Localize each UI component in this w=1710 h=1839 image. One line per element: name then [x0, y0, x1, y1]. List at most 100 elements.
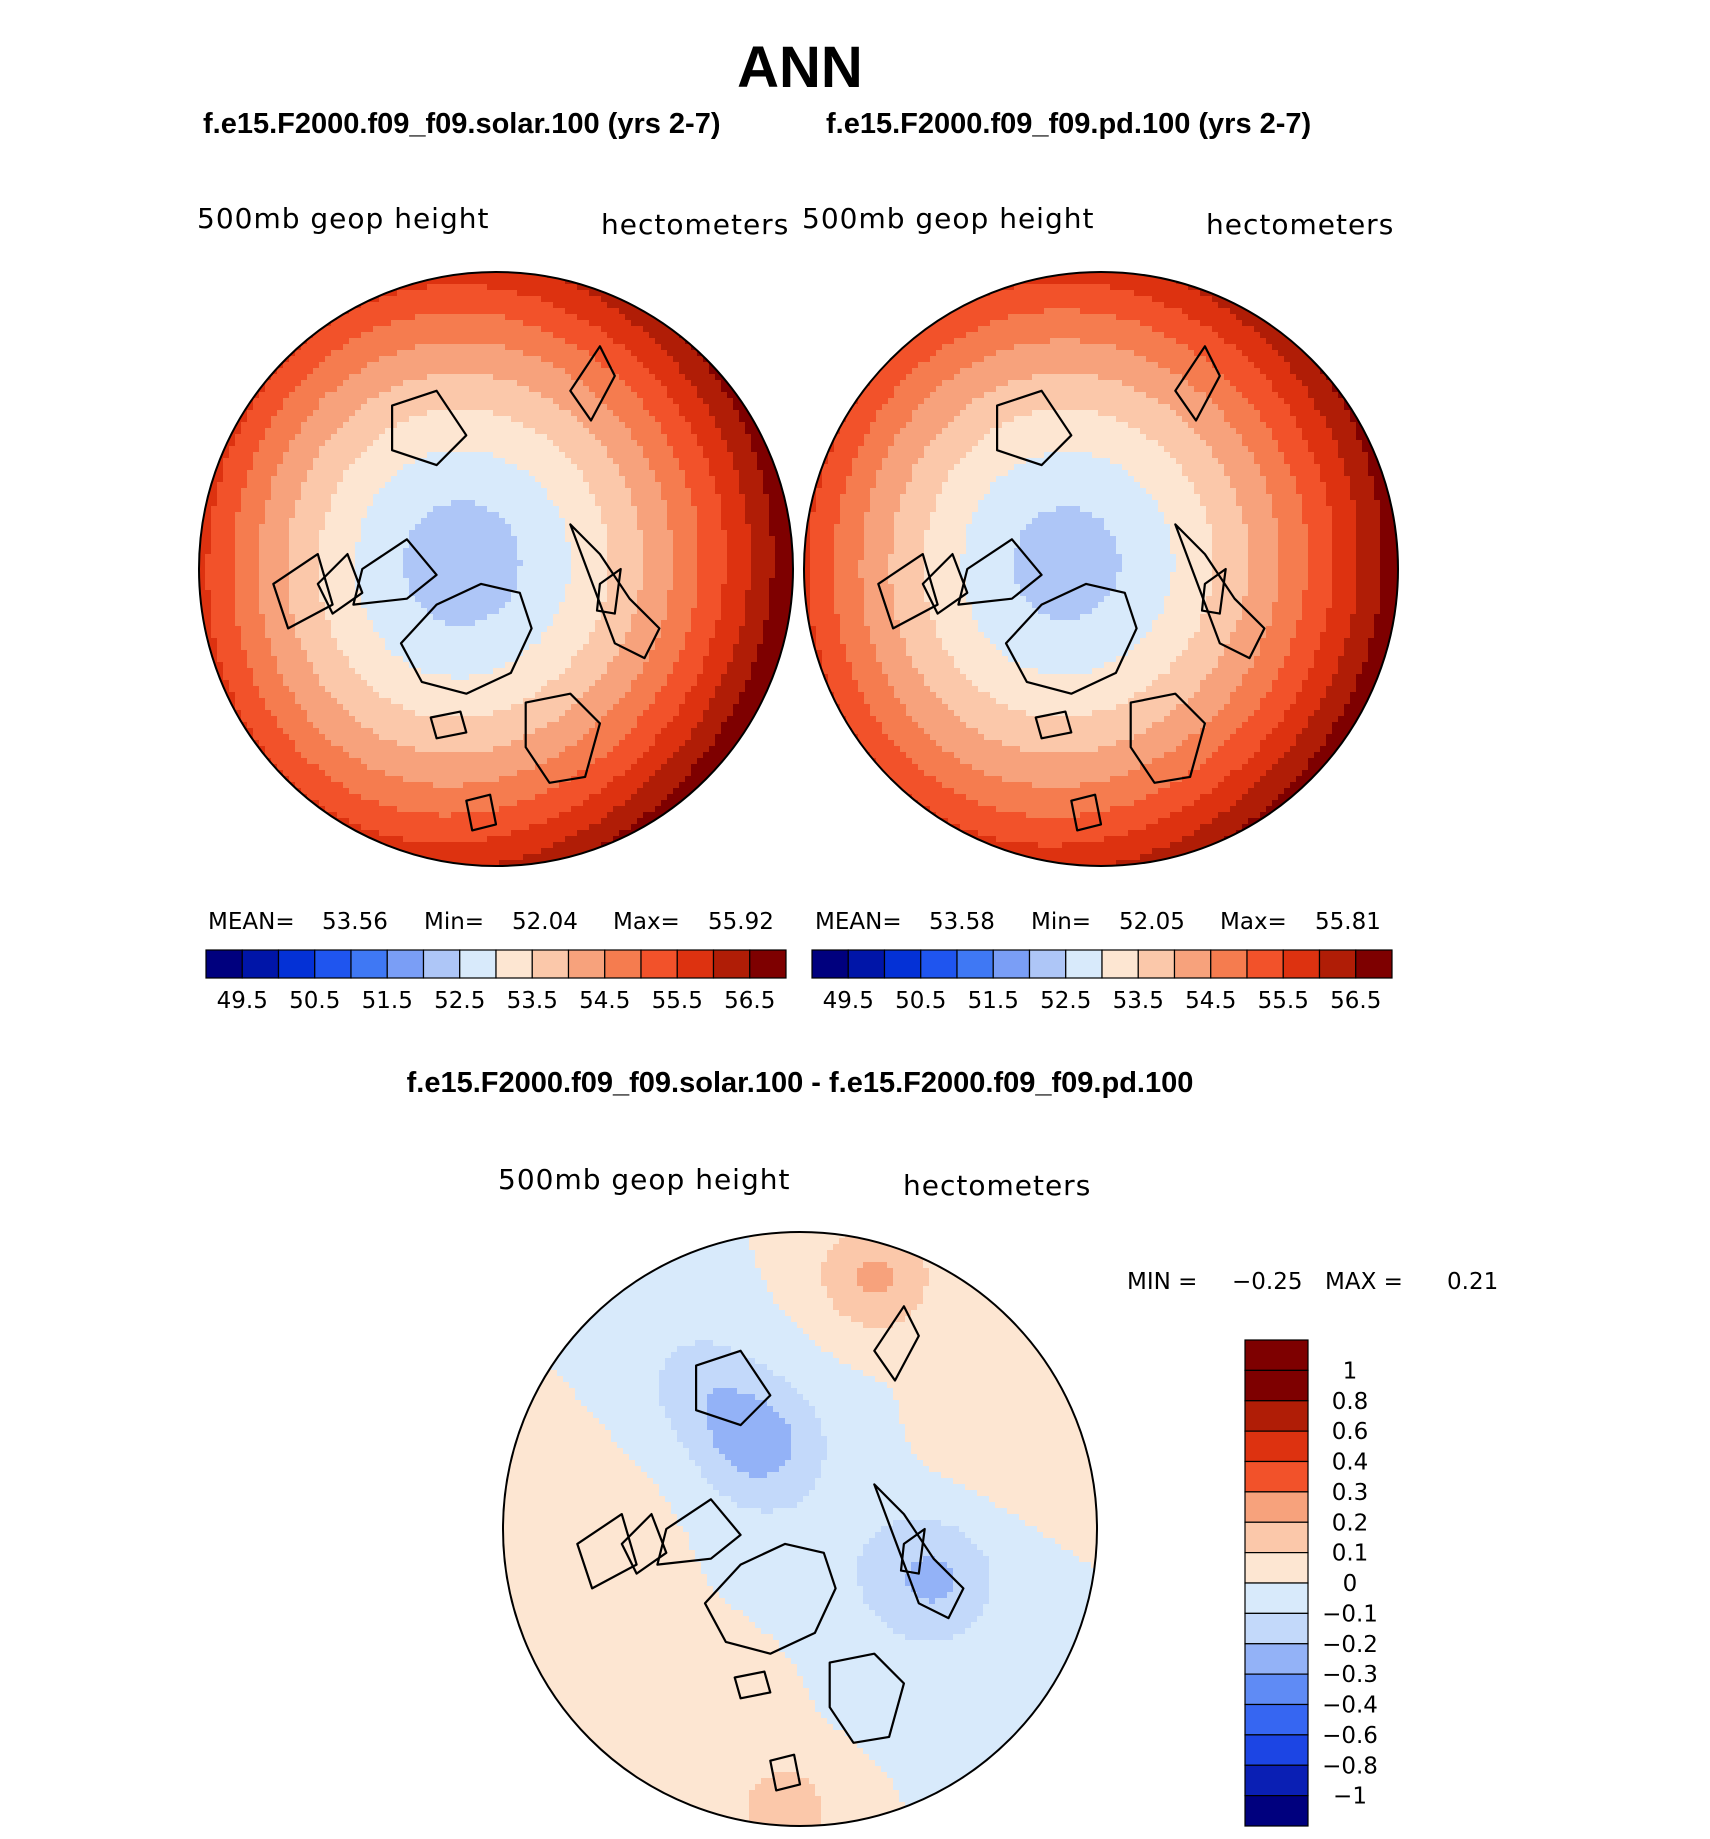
difference-title: f.e15.F2000.f09_f09.solar.100 - f.e15.F2… [0, 1067, 1600, 1100]
colorbar-tick-label: 55.5 [1258, 988, 1309, 1014]
panel1-case-title: f.e15.F2000.f09_f09.solar.100 (yrs 2-7) [203, 108, 721, 141]
colorbar-tick-label: −0.6 [1322, 1723, 1378, 1749]
colorbar-box [314, 949, 352, 979]
colorbar-tick-label: −0.1 [1322, 1601, 1378, 1627]
panel2-colorbar: 49.5 50.5 51.5 52.5 53.5 54.5 55.5 56.5 [811, 949, 1393, 1014]
colorbar-tick-label: 54.5 [579, 988, 630, 1014]
colorbar-box [531, 949, 570, 979]
colorbar-box [1244, 1582, 1309, 1614]
panel2-variable-label: 500mb geop height [802, 202, 1094, 235]
colorbar-tick-label: 52.5 [434, 988, 485, 1014]
colorbar-tick-label: 56.5 [724, 988, 775, 1014]
panel2-max-value: 55.81 [1315, 909, 1381, 935]
colorbar-box [1355, 949, 1393, 979]
colorbar-box [386, 949, 425, 979]
panel2-units-label: hectometers [1206, 208, 1394, 241]
colorbar-box [1244, 1521, 1309, 1554]
colorbar-box [1244, 1552, 1309, 1584]
colorbar-box [676, 949, 715, 979]
colorbar-box [567, 949, 606, 979]
panel2-min-label: Min= [1031, 909, 1091, 935]
difference-max-label: MAX = [1325, 1269, 1403, 1295]
colorbar-tick-label: 51.5 [362, 988, 413, 1014]
contour-field [199, 272, 793, 866]
colorbar-tick-label: −0.3 [1322, 1662, 1378, 1688]
coastlines [272, 345, 661, 832]
colorbar-tick-label: 0.2 [1332, 1510, 1369, 1536]
panel2-max-label: Max= [1220, 909, 1287, 935]
colorbar-box [1318, 949, 1357, 979]
panel2-mean-value: 53.58 [929, 909, 995, 935]
colorbar-box [459, 949, 497, 979]
panel1-max-value: 55.92 [708, 909, 774, 935]
difference-min-label: MIN = [1127, 1269, 1197, 1295]
colorbar-tick-label: −1 [1333, 1784, 1367, 1810]
colorbar-box [205, 949, 243, 979]
panel1-max-label: Max= [613, 909, 680, 935]
colorbar-box [1244, 1400, 1309, 1432]
colorbar-box [241, 949, 280, 979]
panel1-min-value: 52.04 [512, 909, 578, 935]
colorbar-tick-label: −0.8 [1322, 1753, 1378, 1779]
contour-field [503, 1232, 1097, 1826]
colorbar-box [1244, 1734, 1309, 1766]
colorbar-box [811, 949, 849, 979]
colorbar-box [847, 949, 886, 979]
colorbar-tick-label: 0 [1343, 1571, 1358, 1597]
map-border [502, 1231, 1098, 1827]
panel1-mean-value: 53.56 [322, 909, 388, 935]
colorbar-box [1244, 1339, 1309, 1371]
colorbar-tick-label: 51.5 [968, 988, 1019, 1014]
colorbar-box [1244, 1673, 1309, 1706]
colorbar-box [277, 949, 316, 979]
colorbar-box [1282, 949, 1321, 979]
colorbar-box [1028, 949, 1067, 979]
map-border [803, 271, 1399, 867]
panel1-min-label: Min= [424, 909, 484, 935]
contour-field [804, 272, 1398, 866]
colorbar-tick-label: 0.1 [1332, 1541, 1369, 1567]
difference-units-label: hectometers [903, 1169, 1091, 1202]
colorbar-tick-label: 53.5 [1113, 988, 1164, 1014]
panel1-colorbar: 49.5 50.5 51.5 52.5 53.5 54.5 55.5 56.5 [205, 949, 787, 1014]
colorbar-box [1244, 1460, 1309, 1493]
panel2-min-value: 52.05 [1119, 909, 1185, 935]
coastlines [877, 345, 1266, 832]
colorbar-box [992, 949, 1031, 979]
colorbar-tick-label: 53.5 [507, 988, 558, 1014]
colorbar-box [712, 949, 751, 979]
figure-title: ANN [0, 34, 1600, 101]
colorbar-tick-label: 55.5 [652, 988, 703, 1014]
colorbar-tick-label: 1 [1343, 1358, 1358, 1384]
colorbar-tick-label: 56.5 [1330, 988, 1381, 1014]
panel2-polar-map [803, 271, 1399, 867]
panel1-units-label: hectometers [601, 208, 789, 241]
colorbar-box [1244, 1643, 1309, 1675]
colorbar-tick-label: 54.5 [1185, 988, 1236, 1014]
panel1-mean-label: MEAN= [208, 909, 295, 935]
colorbar-box [1101, 949, 1139, 979]
colorbar-box [1244, 1430, 1309, 1463]
colorbar-box [1173, 949, 1212, 979]
colorbar-box [883, 949, 922, 979]
difference-polar-map [502, 1231, 1098, 1827]
colorbar-tick-label: −0.2 [1322, 1632, 1378, 1658]
panel1-polar-map [198, 271, 794, 867]
panel2-case-title: f.e15.F2000.f09_f09.pd.100 (yrs 2-7) [826, 108, 1311, 141]
difference-max-value: 0.21 [1447, 1269, 1498, 1295]
panel1-variable-label: 500mb geop height [197, 202, 489, 235]
colorbar-tick-label: 0.3 [1332, 1480, 1369, 1506]
colorbar-tick-label: 49.5 [217, 988, 268, 1014]
panel2-mean-label: MEAN= [815, 909, 902, 935]
colorbar-box [495, 949, 533, 979]
colorbar-box [1244, 1491, 1309, 1523]
colorbar-box [1244, 1795, 1309, 1827]
difference-variable-label: 500mb geop height [498, 1163, 790, 1196]
colorbar-tick-label: 50.5 [895, 988, 946, 1014]
colorbar-tick-label: 0.6 [1332, 1419, 1369, 1445]
colorbar-box [1137, 949, 1176, 979]
colorbar-tick-label: 49.5 [823, 988, 874, 1014]
colorbar-tick-label: 52.5 [1040, 988, 1091, 1014]
colorbar-box [749, 949, 787, 979]
colorbar-box [1246, 949, 1284, 979]
